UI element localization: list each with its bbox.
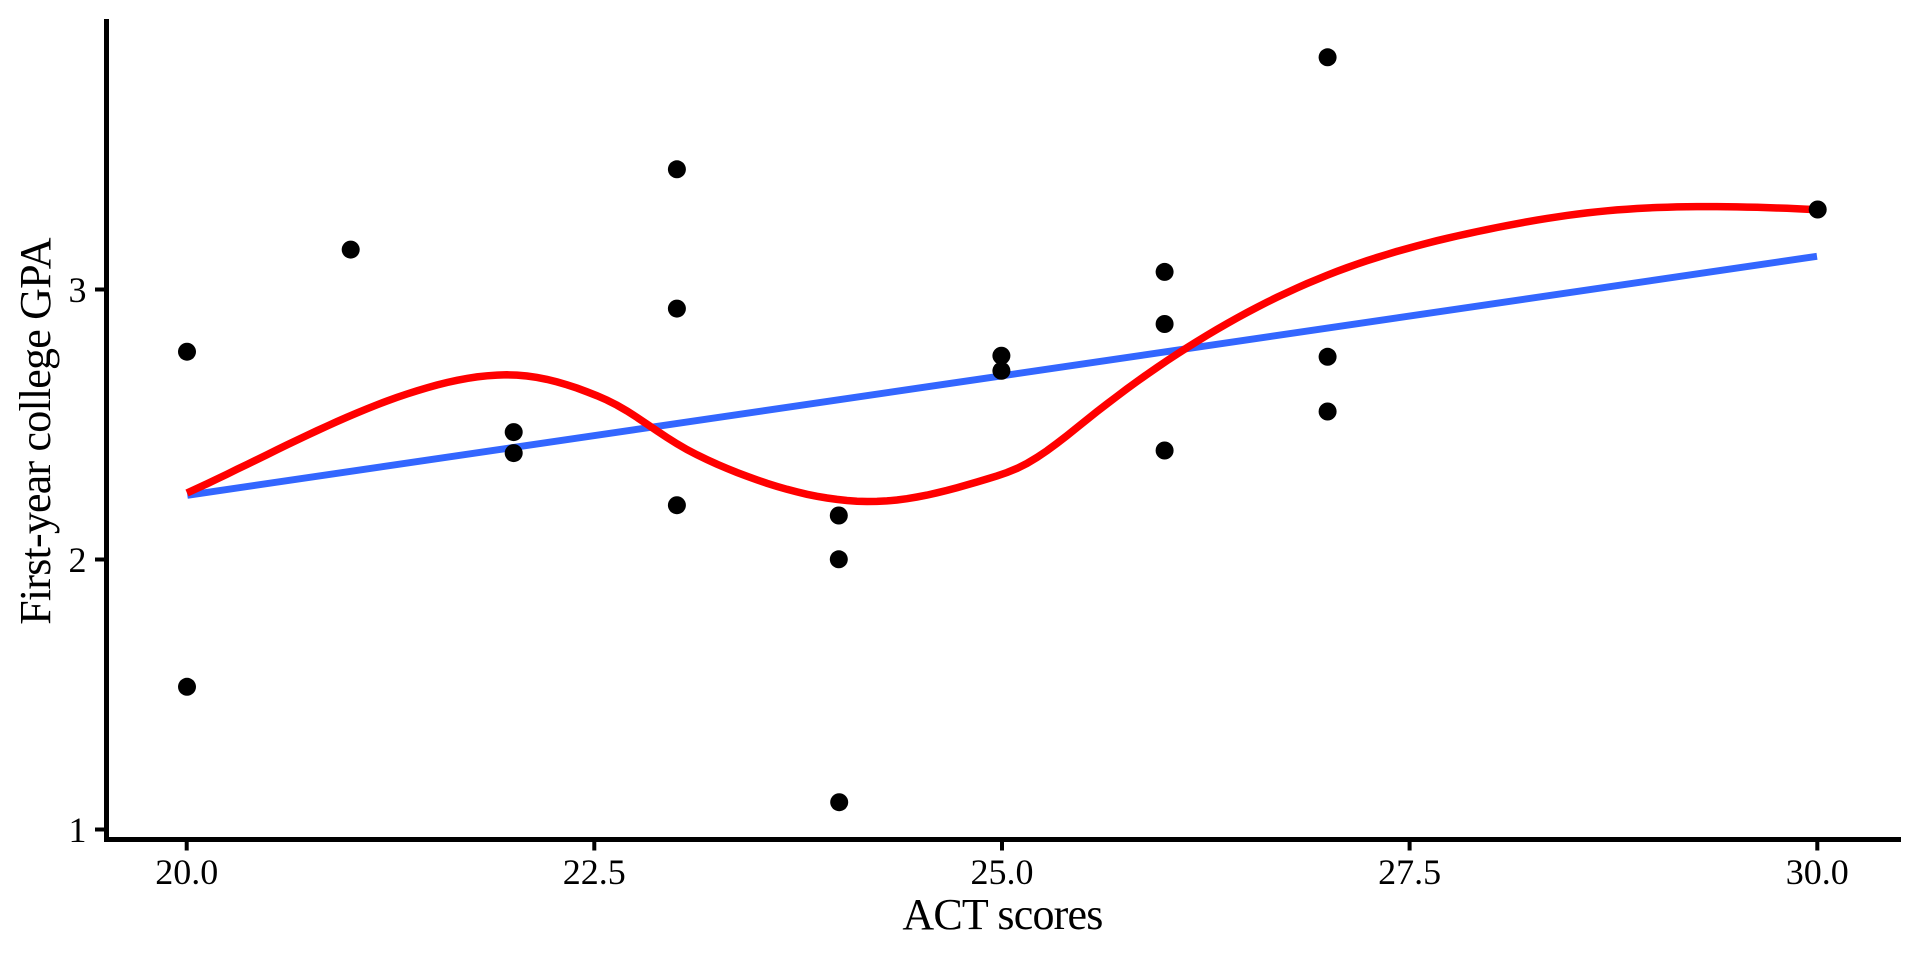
svg-text:30.0: 30.0 [1786,852,1849,892]
svg-text:3: 3 [69,270,87,310]
svg-text:27.5: 27.5 [1378,852,1441,892]
svg-text:22.5: 22.5 [563,852,626,892]
svg-text:25.0: 25.0 [971,852,1034,892]
svg-text:20.0: 20.0 [155,852,218,892]
svg-text:1: 1 [69,810,87,850]
svg-text:ACT scores: ACT scores [902,890,1102,939]
svg-text:First-year college GPA: First-year college GPA [11,237,60,625]
svg-text:2: 2 [69,540,87,580]
